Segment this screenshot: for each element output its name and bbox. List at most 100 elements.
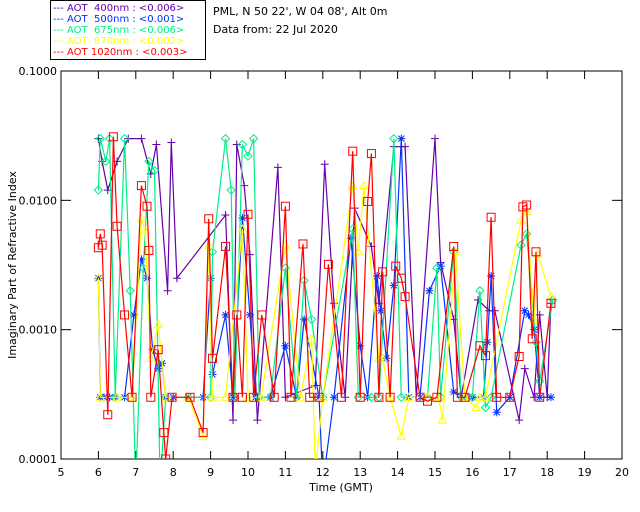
data-point-square — [314, 392, 324, 402]
data-point-asterisk — [425, 286, 434, 295]
data-point-square — [142, 201, 152, 211]
data-point-triangle — [153, 319, 164, 328]
data-point-asterisk — [356, 341, 365, 350]
data-point-square — [103, 410, 113, 420]
data-point-square — [144, 245, 154, 255]
data-point-diamond — [226, 185, 236, 195]
data-point-diamond — [516, 240, 526, 250]
data-point-diamond — [521, 229, 532, 239]
data-point-square — [378, 267, 388, 277]
x-tick-label: 18 — [540, 466, 554, 479]
data-point-square — [527, 334, 537, 344]
data-point-asterisk — [520, 306, 529, 315]
data-point-asterisk — [330, 393, 339, 402]
series-line — [97, 136, 552, 459]
data-point-plus — [273, 163, 282, 172]
x-tick-label: 14 — [391, 466, 405, 479]
x-tick-label: 7 — [132, 466, 139, 479]
data-point-asterisk — [300, 315, 309, 324]
data-point-diamond — [299, 275, 309, 286]
legend-line: --- — [53, 36, 68, 47]
x-tick-label: 6 — [95, 466, 102, 479]
data-point-square — [97, 240, 107, 250]
data-point-diamond — [144, 156, 154, 167]
x-tick-label: 13 — [353, 466, 367, 479]
data-point-diamond — [110, 392, 120, 402]
data-point-diamond — [101, 156, 111, 167]
data-point-diamond — [243, 151, 253, 161]
data-point-square — [198, 428, 208, 438]
data-point-triangle — [480, 392, 491, 401]
data-point-triangle — [475, 392, 485, 401]
data-point-triangle — [403, 392, 414, 401]
data-point-plus — [137, 134, 146, 143]
data-point-triangle — [203, 240, 214, 249]
data-point-diamond — [119, 133, 130, 144]
legend-label: AOT 870nm : <0.002> — [67, 36, 185, 47]
data-point-square — [385, 392, 395, 402]
data-point-square — [204, 214, 214, 224]
legend-line: --- — [53, 14, 68, 25]
plot-frame — [60, 70, 623, 460]
data-point-diamond — [205, 392, 216, 402]
data-point-diamond — [548, 295, 558, 305]
x-tick-label: 17 — [503, 466, 517, 479]
data-point-plus — [401, 142, 410, 151]
data-point-asterisk — [281, 341, 290, 350]
legend-entry-500nm: --- AOT 500nm : <0.001> — [53, 14, 184, 25]
data-point-plus — [449, 315, 458, 324]
legend-line: --- — [53, 25, 68, 36]
data-point-asterisk — [221, 310, 230, 319]
data-point-plus — [535, 310, 544, 319]
data-point-diamond — [220, 133, 231, 144]
data-point-triangle — [207, 392, 218, 401]
legend-entry-870nm: --- AOT 870nm : <0.002> — [53, 36, 184, 47]
data-point-triangle — [529, 314, 539, 323]
legend-label: AOT 1020nm : <0.003> — [67, 47, 188, 58]
data-point-plus — [281, 393, 290, 402]
data-point-triangle — [93, 273, 104, 282]
series-2 — [93, 133, 558, 489]
data-point-square — [167, 392, 177, 402]
data-point-triangle — [256, 392, 266, 401]
x-tick-label: 9 — [207, 466, 214, 479]
data-point-asterisk — [382, 354, 391, 363]
data-point-square — [366, 149, 376, 159]
data-point-square — [243, 209, 253, 219]
x-axis-label: Time (GMT) — [308, 481, 373, 494]
x-tick-label: 20 — [615, 466, 629, 479]
data-point-square — [257, 310, 267, 320]
data-point-diamond — [138, 263, 148, 273]
data-point-square — [460, 392, 470, 402]
data-point-square — [396, 273, 406, 283]
y-tick-label: 0.0010 — [19, 324, 58, 337]
x-tick-label: 8 — [170, 466, 177, 479]
data-point-square — [112, 221, 122, 231]
data-point-square — [400, 292, 410, 302]
data-point-plus — [229, 416, 238, 425]
data-point-triangle — [471, 402, 482, 412]
y-tick-label: 0.1000 — [19, 65, 58, 78]
data-point-diamond — [149, 165, 160, 176]
data-point-square — [449, 241, 459, 251]
data-point-square — [363, 196, 373, 206]
data-point-square — [153, 345, 163, 355]
data-point-square — [95, 229, 105, 239]
data-point-asterisk — [449, 387, 458, 396]
y-tick-label: 0.0100 — [19, 194, 58, 207]
data-point-diamond — [480, 402, 491, 413]
data-point-square — [531, 247, 541, 257]
data-point-square — [232, 310, 242, 320]
data-point-asterisk — [238, 214, 247, 223]
data-point-triangle — [295, 392, 306, 401]
data-point-asterisk — [546, 393, 555, 402]
data-point-triangle — [95, 392, 106, 401]
data-point-square — [108, 132, 118, 142]
data-point-plus — [253, 416, 262, 425]
data-point-diamond — [156, 481, 164, 489]
data-point-square — [514, 352, 524, 362]
data-point-square — [185, 392, 195, 402]
data-point-square — [337, 392, 346, 402]
data-point-asterisk — [129, 310, 138, 319]
